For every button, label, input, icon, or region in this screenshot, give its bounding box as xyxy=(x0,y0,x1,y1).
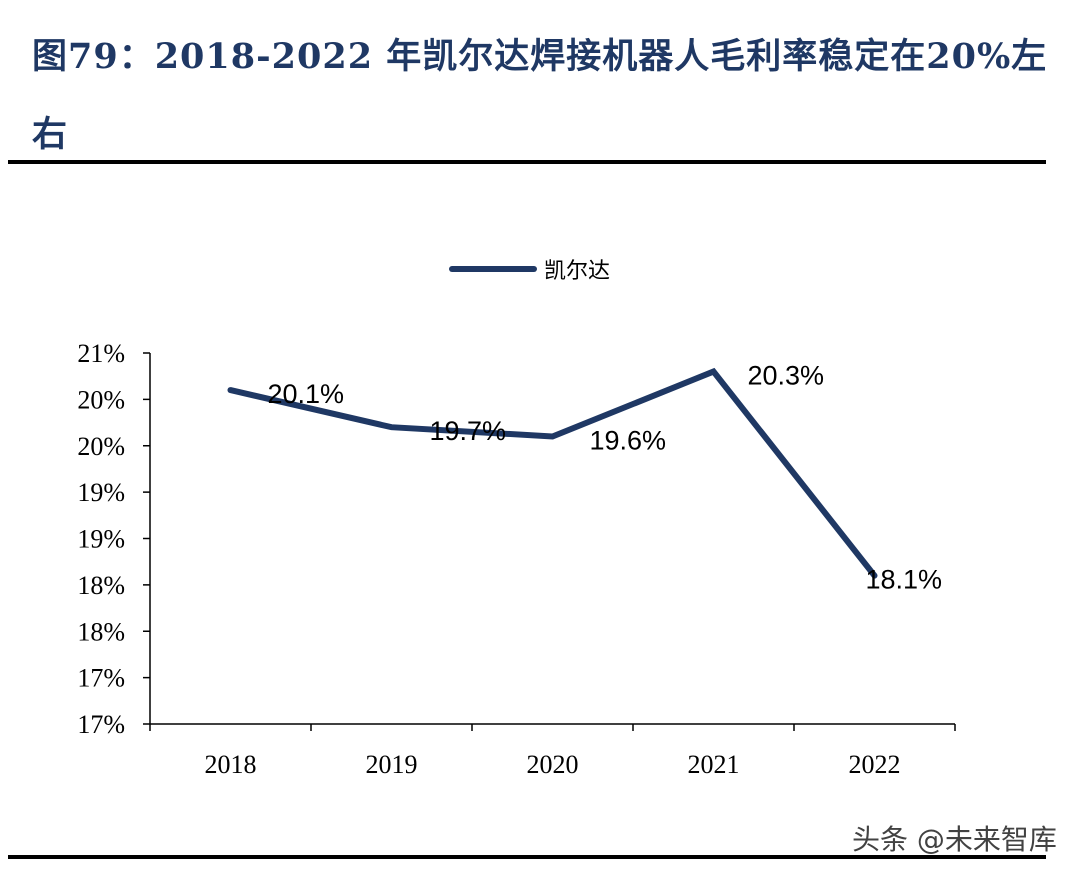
y-tick-label: 19% xyxy=(77,525,125,554)
data-label: 20.3% xyxy=(748,361,825,391)
y-tick-label: 17% xyxy=(77,664,125,693)
y-tick-label: 18% xyxy=(77,571,125,600)
y-tick-label: 21% xyxy=(77,339,125,368)
bottom-divider xyxy=(8,855,1046,859)
y-tick-label: 20% xyxy=(77,432,125,461)
x-tick-label: 2018 xyxy=(205,750,257,779)
title-divider xyxy=(8,160,1046,164)
data-label: 19.7% xyxy=(430,416,507,446)
y-tick-label: 20% xyxy=(77,385,125,414)
x-tick-label: 2019 xyxy=(366,750,418,779)
data-label: 19.6% xyxy=(590,425,667,455)
chart-title: 图79：2018-2022 年凯尔达焊接机器人毛利率稳定在20%左右 xyxy=(32,36,1048,155)
watermark: 头条 @未来智库 xyxy=(852,823,1057,856)
x-tick-label: 2020 xyxy=(527,750,579,779)
data-label: 20.1% xyxy=(268,379,345,409)
x-tick-label: 2022 xyxy=(849,750,901,779)
y-tick-label: 19% xyxy=(77,478,125,507)
y-tick-label: 17% xyxy=(77,710,125,739)
data-label: 18.1% xyxy=(866,565,943,595)
y-tick-label: 18% xyxy=(77,617,125,646)
legend-label: 凯尔达 xyxy=(544,259,610,284)
x-tick-label: 2021 xyxy=(688,750,740,779)
